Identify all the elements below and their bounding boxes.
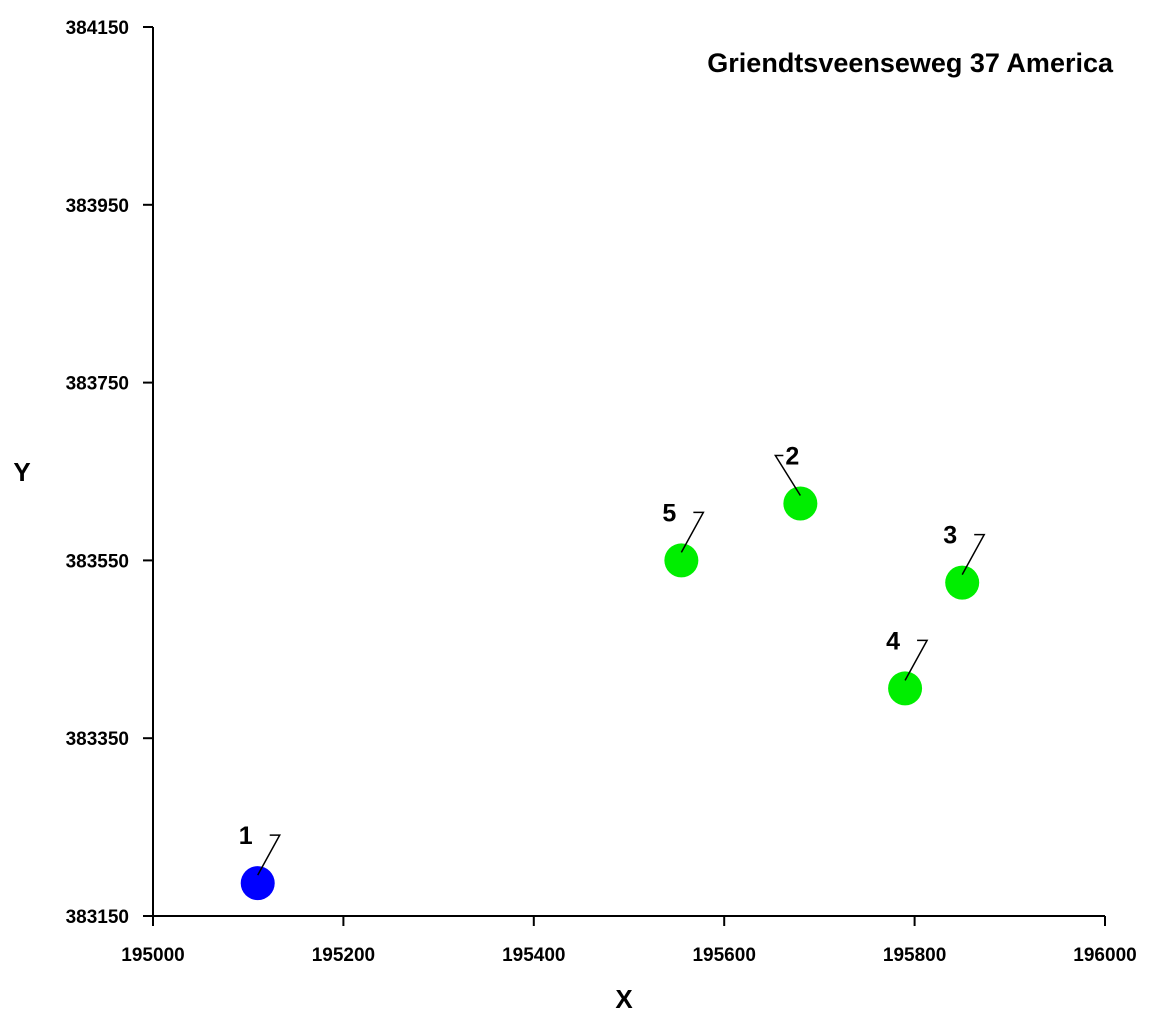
point-leader-line [774,454,801,496]
data-point-label: 1 [239,822,253,850]
data-point [240,866,275,901]
point-leader-line [904,639,929,681]
y-tick-label: 383150 [66,907,129,928]
x-tick-label: 195600 [692,945,755,966]
chart-title: Griendtsveenseweg 37 America [707,48,1114,78]
data-point-group: 2 [774,443,818,521]
y-tick-label: 383350 [66,729,129,750]
y-axis-title: Y [13,457,30,487]
data-point-label: 3 [943,522,957,550]
x-tick-label: 196000 [1073,945,1136,966]
data-point-label: 5 [662,499,676,527]
data-point-group: 4 [886,627,929,706]
data-point-group: 1 [239,822,281,901]
data-point-group: 3 [943,522,986,600]
y-tick-label: 383950 [66,196,129,217]
y-tick-label: 384150 [66,18,129,39]
x-tick-label: 195400 [502,945,565,966]
data-point [945,565,980,600]
data-point [783,486,818,521]
data-point [664,543,699,578]
x-tick-label: 195000 [121,945,184,966]
x-axis-title: X [615,984,633,1012]
y-tick-label: 383550 [66,551,129,572]
point-leader-line [680,511,705,553]
data-point-label: 4 [886,627,900,655]
axis-ticks: 195000 195200 195400 195600 195800 196000 3831… [66,18,1137,966]
point-leader-line [961,533,986,575]
x-tick-label: 195200 [312,945,375,966]
data-point-group: 5 [662,499,705,578]
data-point [888,671,923,706]
y-tick-label: 383750 [66,374,129,395]
point-leader-line [257,834,281,876]
data-point-label: 2 [785,443,799,471]
data-points: 1 2 3 4 5 [239,443,986,901]
x-tick-label: 195800 [883,945,946,966]
